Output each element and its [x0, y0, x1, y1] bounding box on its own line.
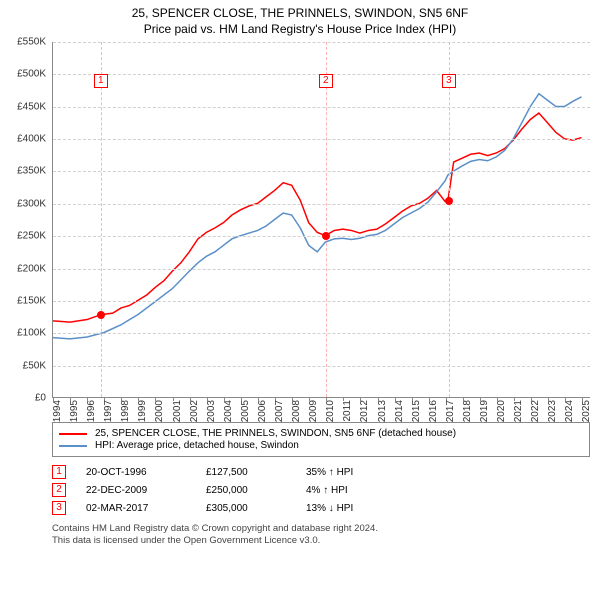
y-tick-label: £400K: [17, 134, 46, 145]
x-tick-label: 1994: [52, 400, 63, 422]
x-tick-label: 1998: [120, 400, 131, 422]
x-tick-label: 2006: [257, 400, 268, 422]
sale-dot: [322, 232, 330, 240]
y-axis: £0£50K£100K£150K£200K£250K£300K£350K£400…: [8, 42, 50, 398]
y-tick-label: £300K: [17, 198, 46, 209]
x-tick-label: 2002: [189, 400, 200, 422]
footer-line-2: This data is licensed under the Open Gov…: [52, 535, 592, 547]
x-tick-label: 2022: [530, 400, 541, 422]
x-tick-label: 2003: [206, 400, 217, 422]
y-tick-label: £50K: [23, 360, 46, 371]
legend-label: 25, SPENCER CLOSE, THE PRINNELS, SWINDON…: [95, 428, 456, 439]
sales-delta: 35% ↑ HPI: [306, 467, 426, 478]
sales-delta: 13% ↓ HPI: [306, 503, 426, 514]
x-tick-label: 2005: [240, 400, 251, 422]
legend-swatch: [59, 445, 87, 447]
x-tick-label: 2011: [342, 400, 353, 422]
y-tick-label: £0: [35, 393, 46, 404]
x-tick-label: 2015: [411, 400, 422, 422]
legend-row: 25, SPENCER CLOSE, THE PRINNELS, SWINDON…: [59, 428, 583, 439]
y-tick-label: £100K: [17, 328, 46, 339]
x-tick-label: 2023: [547, 400, 558, 422]
x-tick-label: 2019: [479, 400, 490, 422]
series-hpi: [53, 94, 582, 339]
x-tick-label: 2025: [581, 400, 592, 422]
x-tick-label: 2013: [377, 400, 388, 422]
gridline: [53, 269, 590, 270]
sales-row: 2 22-DEC-2009£250,0004% ↑ HPI: [52, 483, 590, 497]
chart-area: £0 £50K £100K £150K £200K £250K £300K £350K £400…: [8, 40, 592, 416]
gridline: [53, 333, 590, 334]
sale-guideline: [101, 42, 102, 397]
x-tick-label: 1999: [137, 400, 148, 422]
x-tick-label: 2024: [564, 400, 575, 422]
legend-label: HPI: Average price, detached house, Swin…: [95, 440, 299, 451]
x-tick-label: 2000: [154, 400, 165, 422]
gridline: [53, 171, 590, 172]
x-tick-label: 2020: [496, 400, 507, 422]
sales-price: £305,000: [206, 503, 306, 514]
sales-num: 2: [52, 483, 66, 497]
y-tick-label: £350K: [17, 166, 46, 177]
y-tick-label: £500K: [17, 69, 46, 80]
titles: 25, SPENCER CLOSE, THE PRINNELS, SWINDON…: [8, 6, 592, 36]
x-tick-label: 1995: [69, 400, 80, 422]
x-tick-label: 2016: [428, 400, 439, 422]
sales-row: 1 20-OCT-1996£127,50035% ↑ HPI: [52, 465, 590, 479]
footer-line-1: Contains HM Land Registry data © Crown c…: [52, 523, 592, 535]
x-tick-label: 2007: [274, 400, 285, 422]
plot-area: 1 2 3: [52, 42, 590, 398]
sales-date: 02-MAR-2017: [86, 503, 206, 514]
legend-swatch: [59, 433, 87, 435]
sales-row: 3 02-MAR-2017£305,00013% ↓ HPI: [52, 501, 590, 515]
gridline: [53, 107, 590, 108]
x-tick-label: 2014: [394, 400, 405, 422]
series-property: [53, 113, 582, 322]
x-tick-label: 1996: [86, 400, 97, 422]
x-tick-label: 2004: [223, 400, 234, 422]
gridline: [53, 301, 590, 302]
sales-date: 20-OCT-1996: [86, 467, 206, 478]
sale-guideline: [449, 42, 450, 397]
sale-dot: [445, 197, 453, 205]
y-tick-label: £200K: [17, 263, 46, 274]
sales-date: 22-DEC-2009: [86, 485, 206, 496]
x-tick-label: 2009: [308, 400, 319, 422]
sale-guideline: [326, 42, 327, 397]
sales-num: 1: [52, 465, 66, 479]
x-tick-label: 2012: [359, 400, 370, 422]
x-tick-label: 2021: [513, 400, 524, 422]
sales-delta: 4% ↑ HPI: [306, 485, 426, 496]
y-tick-label: £150K: [17, 295, 46, 306]
sales-price: £127,500: [206, 467, 306, 478]
x-tick-label: 1997: [103, 400, 114, 422]
x-tick-label: 2018: [462, 400, 473, 422]
sale-dot: [97, 311, 105, 319]
gridline: [53, 366, 590, 367]
legend: 25, SPENCER CLOSE, THE PRINNELS, SWINDON…: [52, 422, 590, 457]
y-tick-label: £450K: [17, 101, 46, 112]
x-tick-label: 2010: [325, 400, 336, 422]
sale-marker: 2: [319, 74, 333, 88]
line-series-svg: [53, 42, 590, 397]
gridline: [53, 42, 590, 43]
x-axis: 1994199519961997199819992000200120022003…: [52, 400, 590, 416]
x-tick-label: 2001: [172, 400, 183, 422]
y-tick-label: £550K: [17, 37, 46, 48]
x-tick-label: 2008: [291, 400, 302, 422]
y-tick-label: £250K: [17, 231, 46, 242]
sales-price: £250,000: [206, 485, 306, 496]
legend-row: HPI: Average price, detached house, Swin…: [59, 440, 583, 451]
title-main: 25, SPENCER CLOSE, THE PRINNELS, SWINDON…: [8, 6, 592, 20]
gridline: [53, 204, 590, 205]
sale-marker: 3: [442, 74, 456, 88]
footer: Contains HM Land Registry data © Crown c…: [52, 523, 592, 548]
chart-container: 25, SPENCER CLOSE, THE PRINNELS, SWINDON…: [0, 0, 600, 590]
x-tick-label: 2017: [445, 400, 456, 422]
sale-marker: 1: [94, 74, 108, 88]
sales-table: 1 20-OCT-1996£127,50035% ↑ HPI 2 22-DEC-200…: [52, 465, 590, 515]
title-sub: Price paid vs. HM Land Registry's House …: [8, 22, 592, 36]
sales-num: 3: [52, 501, 66, 515]
gridline: [53, 139, 590, 140]
